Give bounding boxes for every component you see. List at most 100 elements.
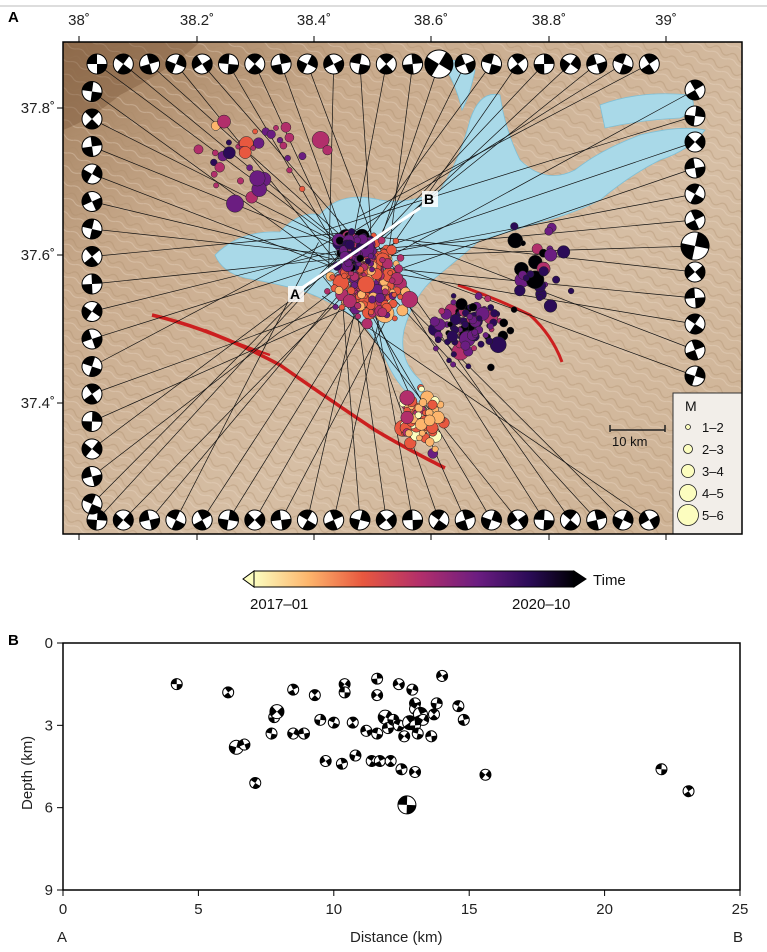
epicenter	[391, 291, 398, 298]
beachball-quadrant	[87, 519, 97, 530]
focal-mechanism-beachball	[371, 689, 384, 702]
beachball-quadrant	[175, 54, 186, 68]
lat-tick-label: 37.6˚	[21, 247, 55, 264]
beachball-quadrant	[416, 733, 424, 740]
lon-tick-label: 38.2˚	[180, 12, 214, 29]
beachball-quadrant	[417, 707, 427, 715]
mechanism-connector	[91, 230, 365, 257]
epicenter	[418, 385, 425, 393]
epicenter	[369, 266, 375, 273]
focal-mechanism-beachball	[170, 678, 183, 691]
focal-mechanism-beachball	[479, 768, 492, 781]
beachball-quadrant	[218, 518, 229, 530]
beachball-quadrant	[453, 700, 461, 707]
beachball-quadrant	[248, 64, 263, 74]
focal-mechanism-beachball	[452, 700, 465, 713]
epicenter	[396, 254, 405, 262]
beachball-quadrant	[252, 782, 260, 789]
beachball-quadrant	[360, 725, 367, 733]
focal-mechanism-beachball	[406, 683, 419, 696]
mechanism-connector	[340, 277, 361, 521]
beachball-quadrant	[534, 510, 545, 520]
beachball-quadrant	[393, 719, 401, 726]
epicenter	[368, 295, 377, 304]
beachball-quadrant	[406, 687, 413, 695]
mechanism-connector	[228, 288, 373, 521]
beachball-quadrant	[348, 722, 356, 729]
epicenter	[252, 128, 258, 135]
focal-mechanism-beachball	[507, 509, 529, 531]
beachball-quadrant	[229, 745, 237, 755]
beachball-quadrant	[436, 697, 443, 705]
epicenter	[364, 258, 372, 265]
beachball-quadrant	[431, 735, 437, 742]
beachball-quadrant	[90, 136, 102, 147]
legend-class-label: 2–3	[702, 442, 724, 457]
beachball-quadrant	[82, 329, 92, 343]
beachball-quadrant	[455, 54, 466, 68]
focal-mechanism-beachball	[684, 105, 706, 127]
beachball-quadrant	[649, 515, 660, 529]
epicenter	[450, 293, 457, 299]
epicenter	[416, 434, 423, 442]
epicenter	[284, 155, 291, 162]
beachball-quadrant	[563, 520, 579, 530]
epicenter	[487, 323, 494, 330]
epicenter	[477, 340, 485, 348]
beachball-quadrant	[695, 366, 705, 379]
epicenter	[353, 236, 361, 244]
epicenter	[455, 298, 468, 311]
focal-mechanism-beachball	[270, 509, 292, 531]
focal-mechanism-frame	[81, 49, 710, 531]
beachball-quadrant	[586, 54, 597, 67]
beachball-quadrant	[192, 55, 203, 70]
mechanism-connector	[357, 63, 650, 218]
beachball-quadrant	[690, 194, 704, 204]
beachball-quadrant	[433, 520, 448, 530]
focal-mechanism-beachball	[682, 785, 695, 798]
focal-mechanism-beachball	[349, 53, 371, 75]
mechanism-connector	[91, 244, 366, 450]
beachball-quadrant	[223, 692, 232, 698]
focal-mechanism-beachball	[559, 53, 581, 75]
beachball-quadrant	[386, 513, 397, 528]
colorbar-right-triangle	[573, 570, 587, 588]
beachball-quadrant	[424, 56, 439, 77]
beachball-quadrant	[84, 109, 100, 119]
focal-mechanism-beachball	[81, 246, 103, 267]
latitude-tick-labels: 37.8˚ 37.6˚ 37.4˚	[21, 100, 63, 412]
epicenter	[490, 309, 499, 318]
focal-mechanism-beachball	[655, 763, 668, 776]
epicenter	[354, 313, 362, 320]
beachball-quadrant	[543, 54, 555, 64]
beachball-quadrant	[398, 732, 405, 741]
beachball-quadrant	[165, 60, 176, 74]
beachball-quadrant	[411, 54, 423, 64]
beachball-quadrant	[430, 708, 438, 715]
colorbar-start-label: 2017–01	[250, 596, 308, 613]
focal-mechanism-beachball	[298, 727, 311, 740]
beachball-quadrant	[387, 719, 394, 726]
beachball-quadrant	[681, 243, 695, 260]
beachball-quadrant	[324, 520, 338, 530]
beachball-quadrant	[397, 795, 408, 805]
beachball-quadrant	[314, 719, 321, 726]
beachball-quadrant	[438, 51, 453, 72]
beachball-quadrant	[376, 512, 387, 527]
beachball-quadrant	[367, 755, 375, 762]
epicenter	[401, 291, 419, 308]
beachball-quadrant	[224, 686, 233, 693]
focal-mechanism-beachball	[265, 727, 278, 740]
epicenter	[354, 302, 362, 310]
beachball-quadrant	[288, 689, 296, 696]
beachball-quadrant	[281, 518, 292, 530]
epicenter	[324, 288, 331, 295]
epicenter	[250, 145, 256, 151]
focal-mechanism-beachball	[360, 724, 373, 737]
beachball-quadrant	[409, 767, 416, 776]
focal-mechanism-beachball	[165, 509, 187, 531]
epicenter	[446, 357, 452, 364]
y-tick-label: 6	[45, 800, 53, 817]
beachball-quadrant	[570, 55, 581, 70]
